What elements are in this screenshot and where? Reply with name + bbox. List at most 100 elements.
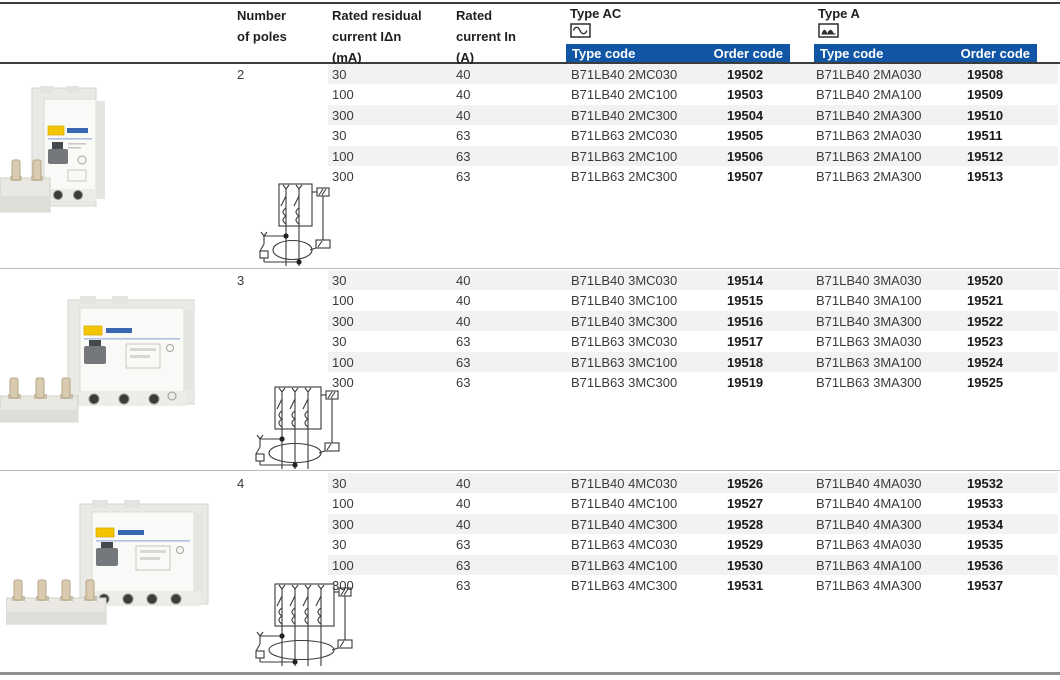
rated-current-cell: 40 (456, 496, 471, 512)
table-row: 100 63 B71LB63 2MC100 19506 B71LB63 2MA100 19… (0, 145, 1060, 166)
type-ac-order-code-cell: 19506 (727, 148, 764, 164)
type-ac-order-code-cell: 19514 (727, 273, 764, 288)
table-row: 300 63 B71LB63 2MC300 19507 B71LB63 2MA300 19… (0, 166, 1060, 186)
type-a-subheader-bar: Type code Order code (814, 44, 1037, 62)
type-a-order-code-cell: 19522 (967, 313, 1004, 329)
row-stripe (328, 64, 1058, 85)
type-a-type-code-cell: B71LB40 3MA030 (816, 273, 922, 288)
residual-current-cell: 300 (332, 313, 354, 329)
type-ac-type-code-cell: B71LB63 3MC100 (571, 354, 678, 370)
residual-current-cell: 300 (332, 107, 354, 123)
table-row: 100 63 B71LB63 4MC100 19530 B71LB63 4MA100 19… (0, 554, 1060, 575)
residual-current-cell: 30 (332, 273, 347, 288)
type-a-order-code-cell: 19524 (967, 354, 1004, 370)
type-ac-order-code-cell: 19528 (727, 516, 764, 532)
table-row: 100 40 B71LB40 2MC100 19503 B71LB40 2MA100 19… (0, 84, 1060, 104)
residual-current-cell: 100 (332, 557, 354, 573)
type-ac-type-code-cell: B71LB40 4MC300 (571, 516, 678, 532)
type-a-order-code-cell: 19533 (967, 496, 1004, 512)
type-ac-type-code-cell: B71LB63 3MC300 (571, 375, 678, 390)
sine-wave-icon (570, 23, 591, 38)
type-a-order-code-cell: 19537 (967, 578, 1004, 593)
type-a-order-code-cell: 19521 (967, 293, 1004, 309)
type-a-order-code-cell: 19520 (967, 273, 1004, 288)
type-ac-order-code-cell: 19503 (727, 87, 764, 103)
type-ac-order-code-cell: 19530 (727, 557, 764, 573)
header-line: (mA) (332, 50, 362, 65)
section-separator-1 (0, 268, 1060, 269)
rated-current-cell: 63 (456, 537, 471, 553)
type-ac-type-code-cell: B71LB63 3MC030 (571, 334, 678, 350)
type-a-type-code-cell: B71LB40 2MA300 (816, 107, 922, 123)
type-a-group-header: Type A (818, 6, 860, 21)
rated-current-cell: 63 (456, 169, 471, 184)
residual-current-cell: 100 (332, 148, 354, 164)
type-a-order-code-cell: 19535 (967, 537, 1004, 553)
type-ac-order-code-cell: 19529 (727, 537, 764, 553)
rated-current-cell: 40 (456, 313, 471, 329)
row-stripe (328, 554, 1058, 575)
row-stripe (328, 104, 1058, 126)
poles-cell: 4 (237, 476, 245, 491)
type-ac-order-code-cell: 19516 (727, 313, 764, 329)
rated-current-cell: 63 (456, 375, 471, 390)
wiring-diagram (252, 385, 351, 475)
type-a-type-code-cell: B71LB63 4MA030 (816, 537, 922, 553)
table-row: 3 30 40 B71LB40 3MC030 19514 B71LB40 3MA030 19… (0, 270, 1060, 291)
type-ac-type-code-cell: B71LB63 4MC100 (571, 557, 678, 573)
rated-current-cell: 40 (456, 476, 471, 491)
order-code-column-header: Order code (713, 45, 783, 61)
type-a-order-code-cell: 19511 (967, 128, 1003, 144)
type-a-type-code-cell: B71LB63 2MA030 (816, 128, 922, 144)
type-ac-group-header: Type AC (570, 6, 622, 21)
row-stripe (328, 145, 1058, 166)
header-line: Rated residual (332, 8, 422, 23)
table-row: 300 40 B71LB40 4MC300 19528 B71LB40 4MA300 19… (0, 513, 1060, 535)
type-a-type-code-cell: B71LB63 4MA100 (816, 557, 922, 573)
header-line: current IΔn (332, 29, 402, 44)
type-a-type-code-cell: B71LB40 3MA300 (816, 313, 922, 329)
header-bottom-border (0, 62, 1060, 64)
row-stripe (328, 473, 1058, 494)
type-ac-type-code-cell: B71LB63 2MC100 (571, 148, 678, 164)
rated-current-cell: 40 (456, 516, 471, 532)
poles-cell: 2 (237, 67, 245, 82)
table-row: 100 40 B71LB40 3MC100 19515 B71LB40 3MA100 19… (0, 290, 1060, 310)
type-ac-type-code-cell: B71LB40 3MC030 (571, 273, 678, 288)
rated-current-cell: 63 (456, 578, 471, 593)
type-ac-type-code-cell: B71LB40 3MC300 (571, 313, 678, 329)
header-line: (A) (456, 50, 475, 65)
type-a-type-code-cell: B71LB40 2MA100 (816, 87, 922, 103)
table-row: 30 63 B71LB63 2MC030 19505 B71LB63 2MA030 195… (0, 125, 1060, 145)
type-ac-order-code-cell: 19531 (727, 578, 764, 593)
residual-current-cell: 30 (332, 334, 347, 350)
row-stripe (328, 310, 1058, 332)
type-a-order-code-cell: 19509 (967, 87, 1004, 103)
rated-current-cell: 40 (456, 107, 471, 123)
residual-current-cell: 30 (332, 476, 347, 491)
table-row: 300 40 B71LB40 3MC300 19516 B71LB40 3MA300 19… (0, 310, 1060, 332)
type-a-type-code-cell: B71LB63 3MA030 (816, 334, 922, 350)
type-ac-order-code-cell: 19519 (727, 375, 764, 390)
type-ac-order-code-cell: 19526 (727, 476, 764, 491)
row-stripe (328, 513, 1058, 535)
rated-current-cell: 63 (456, 128, 471, 144)
table-row: 2 30 40 B71LB40 2MC030 19502 B71LB40 2MA030 19… (0, 64, 1060, 85)
type-ac-type-code-cell: B71LB40 4MC100 (571, 496, 678, 512)
table-row: 4 30 40 B71LB40 4MC030 19526 B71LB40 4MA030 19… (0, 473, 1060, 494)
type-a-type-code-cell: B71LB63 2MA300 (816, 169, 922, 184)
product-section-4-poles: 4 30 40 B71LB40 4MC030 19526 B71LB40 4MA030 19… (0, 473, 1060, 672)
poles-cell: 3 (237, 273, 245, 288)
rated-current-cell: 40 (456, 293, 471, 309)
rated-current-cell: 63 (456, 354, 471, 370)
table-row: 300 40 B71LB40 2MC300 19504 B71LB40 2MA300 19… (0, 104, 1060, 126)
product-photo (0, 86, 120, 226)
table-row: 30 63 B71LB63 3MC030 19517 B71LB63 3MA030 195… (0, 331, 1060, 351)
type-ac-type-code-cell: B71LB63 4MC030 (571, 537, 678, 553)
header-line: current In (456, 29, 516, 44)
section-separator-2 (0, 470, 1060, 471)
type-a-order-code-cell: 19534 (967, 516, 1004, 532)
type-a-order-code-cell: 19532 (967, 476, 1004, 491)
type-ac-order-code-cell: 19507 (727, 169, 764, 184)
